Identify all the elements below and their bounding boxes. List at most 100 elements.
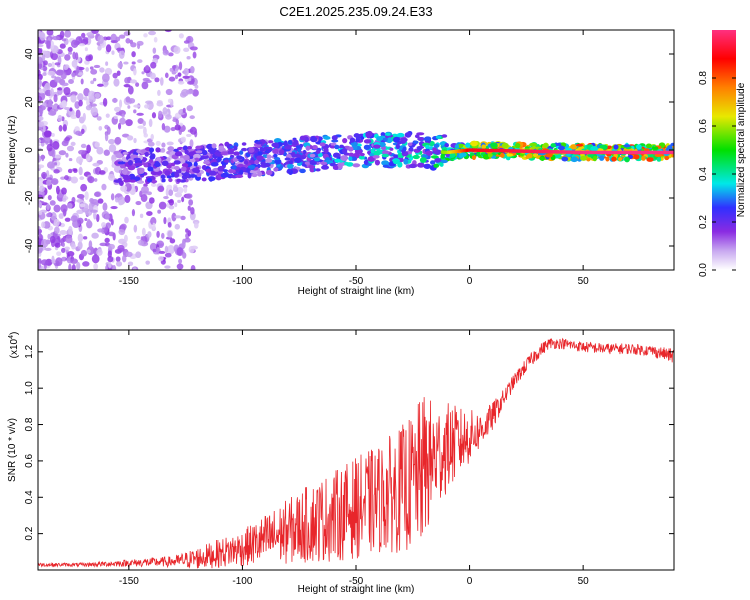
heatmap-cell: [175, 119, 179, 126]
heatmap-cell: [481, 144, 487, 149]
heatmap-cell: [70, 114, 78, 119]
heatmap-cell: [111, 264, 117, 270]
heatmap-cell: [61, 247, 66, 253]
heatmap-cell: [370, 148, 375, 154]
heatmap-cell: [505, 153, 514, 157]
heatmap-cell: [178, 258, 183, 264]
heatmap-cell: [167, 146, 175, 152]
heatmap-cell: [309, 153, 316, 158]
y-tick-label: 1.0: [24, 381, 35, 395]
heatmap-cell: [233, 151, 240, 156]
heatmap-cell: [350, 141, 358, 147]
heatmap-cell: [68, 79, 74, 84]
heatmap-cell: [358, 155, 365, 160]
heatmap-cell: [114, 136, 122, 145]
heatmap-cell: [137, 239, 144, 246]
heatmap-cell: [395, 143, 401, 150]
heatmap-cell: [570, 144, 577, 150]
heatmap-cell: [154, 77, 160, 83]
heatmap-cell: [185, 193, 193, 199]
heatmap-cell: [532, 153, 538, 158]
heatmap-cell: [319, 142, 326, 147]
heatmap-cell: [147, 166, 154, 172]
snr-x-axis-title: Height of straight line (km): [298, 584, 415, 595]
heatmap-cell: [266, 154, 272, 160]
heatmap-cell: [440, 153, 445, 159]
heatmap-cell: [75, 130, 82, 136]
heatmap-cell: [417, 162, 425, 168]
heatmap-cell: [360, 135, 365, 140]
heatmap-cell: [435, 135, 442, 139]
heatmap-cell: [656, 157, 662, 162]
heatmap-cell: [121, 156, 126, 162]
heatmap-cell: [68, 225, 73, 235]
heatmap-cell: [41, 221, 46, 229]
heatmap-cell: [97, 35, 105, 45]
snr-y-multiplier: (x104): [8, 332, 20, 359]
heatmap-cell: [174, 151, 183, 157]
heatmap-cell: [120, 185, 128, 192]
heatmap-cell: [257, 151, 263, 157]
heatmap-cell: [108, 231, 115, 237]
heatmap-cell: [128, 98, 136, 104]
heatmap-cell: [53, 94, 58, 103]
heatmap-cell: [383, 137, 388, 142]
heatmap-cell: [56, 87, 63, 91]
heatmap-cell: [186, 146, 193, 150]
heatmap-cell: [220, 151, 229, 156]
heatmap-cell: [339, 145, 346, 149]
heatmap-cell: [38, 111, 41, 117]
heatmap-cell: [92, 77, 97, 82]
heatmap-cell: [80, 249, 88, 257]
heatmap-cell: [63, 86, 71, 96]
heatmap-cell: [372, 144, 381, 149]
heatmap-cell: [633, 154, 640, 160]
heatmap-cell: [53, 154, 62, 159]
heatmap-cell: [101, 221, 107, 228]
heatmap-cell: [46, 40, 51, 49]
x-tick-label: 50: [578, 576, 590, 587]
heatmap-cell: [41, 171, 47, 179]
heatmap-cell: [86, 218, 91, 226]
heatmap-cell: [157, 185, 165, 193]
heatmap-cell: [181, 162, 189, 168]
heatmap-cell: [471, 154, 476, 161]
heatmap-cell: [417, 136, 425, 141]
heatmap-cell: [164, 252, 172, 258]
heatmap-cell: [58, 213, 64, 219]
heatmap-cell: [155, 140, 161, 146]
heatmap-cell: [146, 211, 153, 217]
heatmap-cell: [150, 217, 157, 226]
heatmap-cell: [295, 145, 301, 149]
heatmap-cell: [91, 30, 99, 34]
heatmap-cell: [71, 60, 78, 68]
heatmap-cell: [311, 144, 318, 150]
heatmap-cell: [107, 173, 116, 181]
heatmap-cell: [163, 125, 171, 133]
heatmap-cell: [284, 157, 291, 161]
heatmap-cell: [125, 251, 133, 258]
heatmap-cell: [137, 117, 144, 124]
heatmap-cell: [265, 158, 273, 163]
heatmap-cell: [39, 185, 45, 192]
heatmap-cell: [51, 75, 57, 79]
heatmap-cell: [348, 146, 354, 152]
heatmap-cell: [241, 147, 248, 152]
heatmap-cell: [404, 132, 412, 138]
heatmap-cell: [102, 202, 108, 211]
heatmap-cell: [201, 154, 209, 159]
heatmap-cell: [173, 172, 180, 178]
heatmap-cell: [281, 142, 288, 146]
heatmap-cell: [85, 153, 91, 162]
heatmap-cell: [592, 155, 597, 162]
heatmap-cell: [71, 72, 76, 77]
heatmap-cell: [182, 75, 190, 79]
heatmap-cell: [440, 159, 449, 164]
heatmap-cell: [189, 158, 196, 163]
heatmap-cell: [77, 93, 84, 102]
heatmap-cell: [186, 133, 192, 138]
heatmap-cell: [67, 46, 73, 53]
x-tick-label: -100: [232, 276, 252, 287]
x-tick-label: 0: [467, 276, 473, 287]
heatmap-cell: [113, 115, 118, 119]
